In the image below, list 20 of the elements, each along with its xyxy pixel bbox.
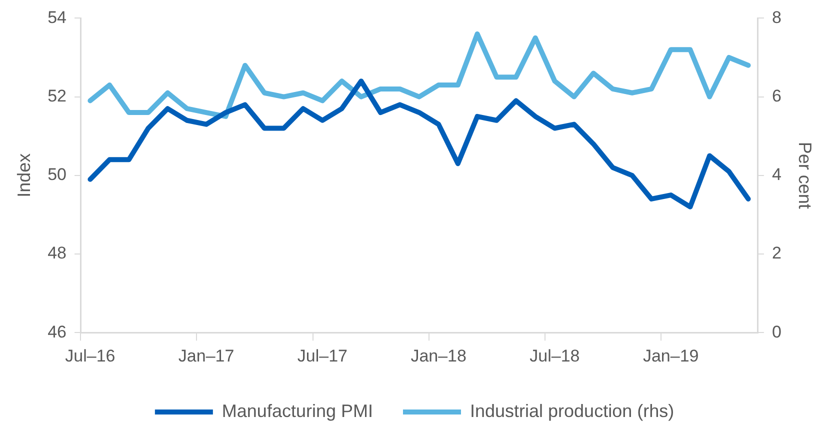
x-tick-label: Jul–17 (297, 346, 348, 366)
y-tick-label: 50 (48, 165, 67, 184)
y-tick-label: 48 (48, 244, 67, 263)
y2-tick-label: 0 (772, 322, 782, 342)
y-axis-title: Index (14, 153, 34, 198)
y-tick-label: 54 (48, 8, 67, 27)
y-tick-label: 52 (48, 86, 67, 106)
y2-axis-title: Per cent (795, 142, 816, 209)
x-tick-label: Jan–17 (178, 346, 234, 366)
x-tick-label: Jan–19 (642, 346, 699, 366)
y-tick-label: 46 (48, 322, 67, 342)
y2-tick-label: 6 (772, 86, 782, 106)
y2-tick-label: 8 (772, 8, 782, 27)
x-tick-label: Jul–18 (530, 346, 580, 366)
x-tick-label: Jan–18 (410, 346, 466, 366)
legend-label: Industrial production (rhs) (470, 400, 674, 421)
legend-label: Manufacturing PMI (222, 400, 373, 421)
x-tick-label: Jul–16 (65, 346, 116, 366)
y2-tick-label: 4 (772, 165, 782, 184)
y2-tick-label: 2 (772, 244, 782, 263)
